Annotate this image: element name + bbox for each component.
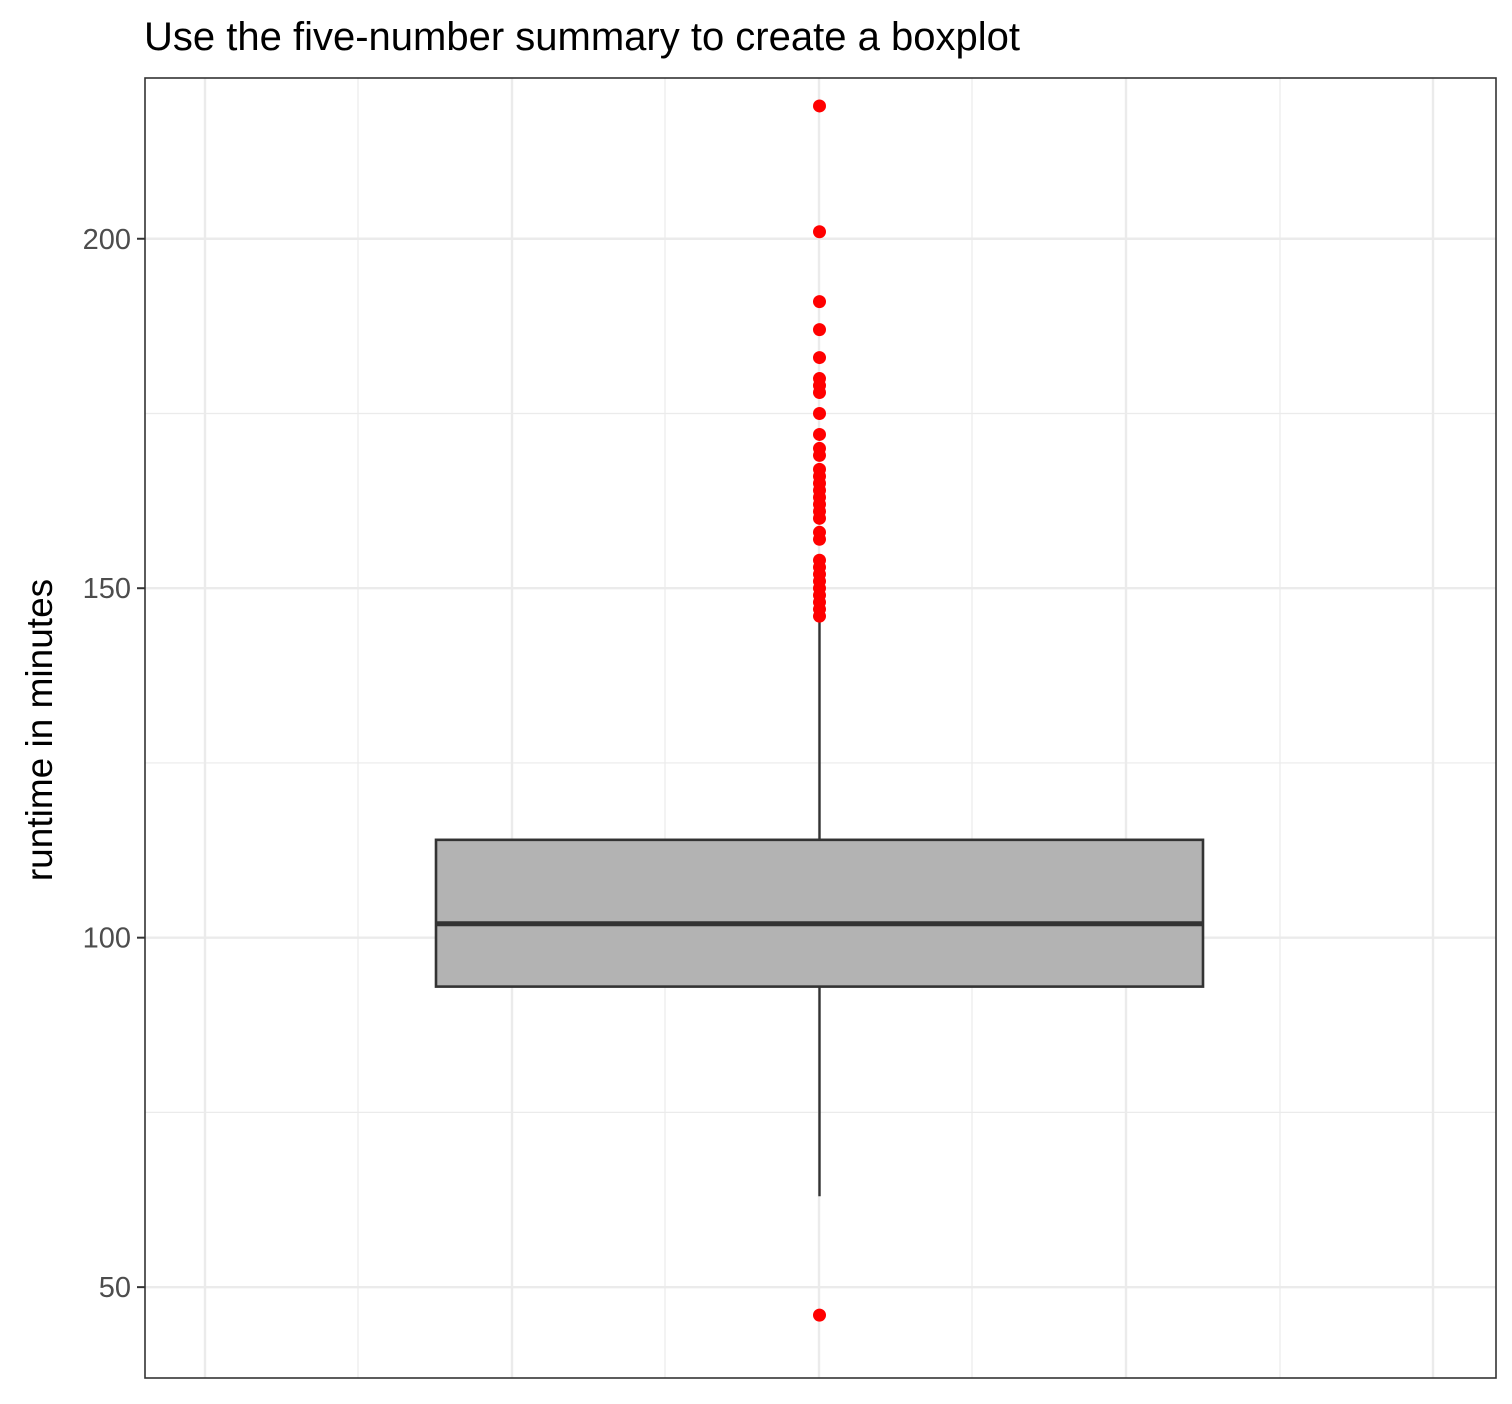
iqr-box (434, 838, 1205, 988)
outlier-point (813, 372, 826, 386)
y-tick-label: 50 (99, 1272, 131, 1304)
y-tick-label: 200 (83, 224, 131, 256)
outlier-point (813, 1308, 826, 1322)
outlier-point (813, 351, 826, 365)
outlier-point (813, 323, 826, 337)
outlier-point (813, 406, 826, 420)
y-tick-label: 100 (83, 923, 131, 955)
outlier-point (813, 553, 826, 567)
outlier-point (813, 427, 826, 441)
outlier-point (813, 225, 826, 239)
outlier-point (813, 99, 826, 113)
outlier-points (813, 99, 826, 1322)
y-axis-ticks: 50 100 150 200 (83, 224, 145, 1304)
chart-title: Use the five-number summary to create a … (144, 15, 1020, 59)
outlier-point (813, 462, 826, 476)
outlier-point (813, 525, 826, 539)
box-and-whiskers (434, 616, 1205, 1197)
outlier-point (813, 295, 826, 309)
outlier-point (813, 441, 826, 455)
panel-border (144, 77, 1497, 1379)
y-tick-label: 150 (83, 573, 131, 605)
y-axis-title: runtime in minutes (19, 579, 60, 881)
